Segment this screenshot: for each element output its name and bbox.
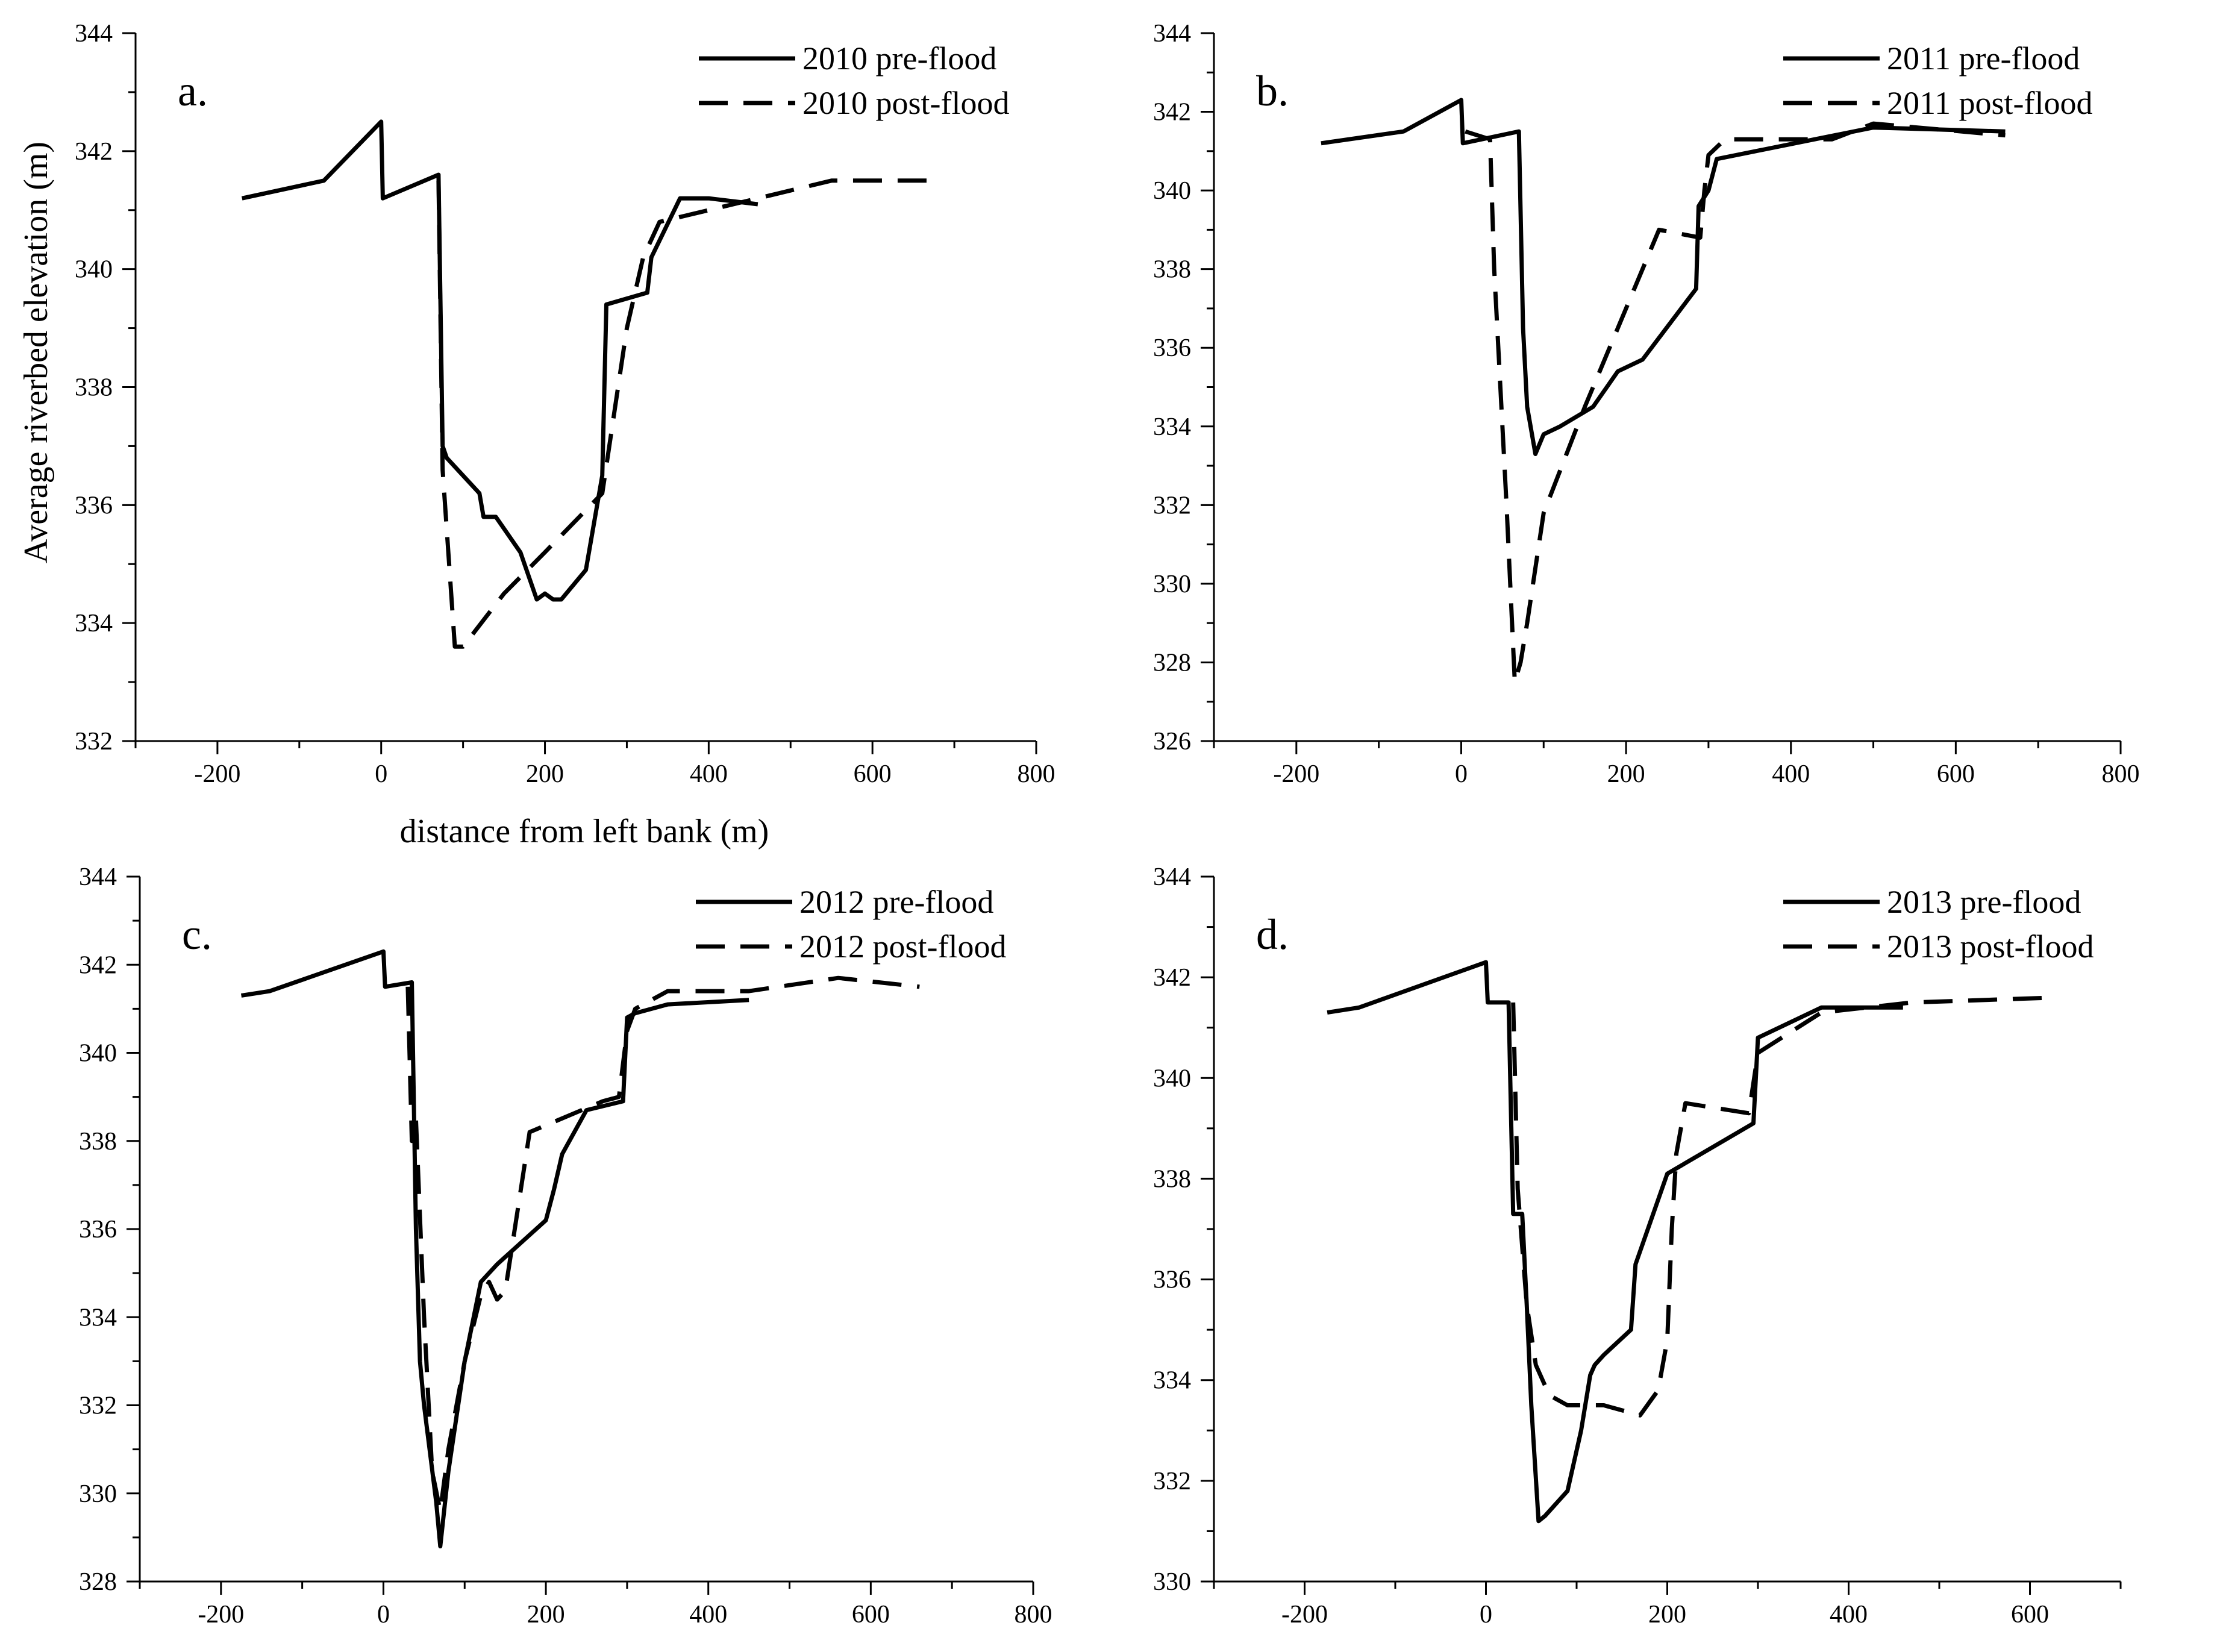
x-tick-label: 200 — [526, 760, 564, 788]
y-tick-label: 332 — [1153, 1468, 1191, 1495]
x-tick-label: 600 — [1937, 760, 1975, 788]
series-line-post-flood — [1465, 121, 2006, 684]
y-tick-label: 340 — [79, 1040, 117, 1068]
y-tick-label: 334 — [1153, 413, 1191, 441]
y-tick-label: 328 — [79, 1568, 117, 1596]
y-tick-label: 334 — [75, 610, 113, 637]
x-tick-label: 0 — [375, 760, 387, 788]
legend-entry: 2013 post-flood — [1887, 928, 2094, 965]
x-tick-label: 600 — [854, 760, 892, 788]
x-tick-label: 400 — [689, 1601, 727, 1629]
y-tick-label: 342 — [1153, 964, 1191, 992]
y-tick-label: 342 — [1153, 99, 1191, 127]
y-axis-label: Average riverbed elevation (m) — [17, 142, 55, 563]
panel-label: a. — [178, 67, 208, 115]
panel-label: b. — [1256, 67, 1289, 115]
legend-entry: 2013 pre-flood — [1887, 884, 2081, 920]
y-tick-label: 326 — [1153, 728, 1191, 756]
x-tick-label: -200 — [198, 1601, 244, 1629]
x-tick-label: 200 — [1648, 1601, 1686, 1629]
legend-entry: 2011 pre-flood — [1887, 40, 2080, 77]
legend-entry: 2010 post-flood — [802, 85, 1010, 121]
y-tick-label: 330 — [1153, 1568, 1191, 1596]
y-tick-label: 344 — [75, 20, 113, 48]
chart-panel-4: -200 0 200 400 600 330 332 334 336 338 340 342 344 d.… — [1153, 863, 2122, 1629]
x-tick-label: 400 — [690, 760, 728, 788]
y-tick-label: 344 — [1153, 863, 1191, 891]
x-axis-label: distance from left bank (m) — [400, 813, 769, 850]
x-tick-label: 200 — [1607, 760, 1645, 788]
y-tick-label: 332 — [79, 1392, 117, 1420]
x-tick-label: -200 — [1281, 1601, 1328, 1629]
legend-entry: 2012 post-flood — [799, 928, 1007, 965]
series-line-post-flood — [1511, 995, 2057, 1418]
x-tick-label: 400 — [1830, 1601, 1868, 1629]
chart-panel-3: -200 0 200 400 600 800 328 330 332 334 336 338 340 34… — [79, 863, 1052, 1629]
y-tick-label: 338 — [1153, 1165, 1191, 1193]
series-line-post-flood — [405, 975, 920, 1513]
y-tick-label: 328 — [1153, 649, 1191, 677]
x-tick-label: 600 — [2011, 1601, 2049, 1629]
series-line-pre-flood — [241, 119, 758, 602]
y-tick-label: 338 — [75, 374, 113, 402]
x-tick-label: 0 — [377, 1601, 390, 1629]
y-tick-label: 342 — [75, 138, 113, 166]
y-tick-label: 340 — [1153, 177, 1191, 205]
y-tick-label: 342 — [79, 951, 117, 979]
y-tick-label: 332 — [75, 728, 113, 756]
panel-label: d. — [1256, 910, 1289, 959]
y-tick-label: 338 — [1153, 256, 1191, 284]
y-tick-label: 344 — [1153, 20, 1191, 48]
chart-panel-1: -200 0 200 400 600 800 332 334 336 338 340 342 344 a.… — [75, 20, 1055, 788]
y-tick-label: 336 — [79, 1216, 117, 1244]
y-tick-label: 334 — [1153, 1367, 1191, 1395]
y-tick-label: 330 — [79, 1480, 117, 1508]
y-tick-label: 334 — [79, 1304, 117, 1331]
x-tick-label: 200 — [527, 1601, 565, 1629]
legend-entry: 2010 pre-flood — [802, 40, 996, 77]
series-line-pre-flood — [1327, 960, 1903, 1524]
chart-panel-2: -200 0 200 400 600 800 326 328 330 332 334 336 338 34… — [1153, 20, 2140, 788]
y-tick-label: 340 — [1153, 1065, 1191, 1092]
x-tick-label: -200 — [194, 760, 240, 788]
x-tick-label: 800 — [1015, 1601, 1052, 1629]
y-tick-label: 344 — [79, 863, 117, 891]
series-line-post-flood — [436, 178, 930, 649]
series-line-pre-flood — [240, 949, 749, 1548]
x-tick-label: 400 — [1772, 760, 1810, 788]
legend-entry: 2011 post-flood — [1887, 85, 2092, 121]
x-tick-label: 800 — [2102, 760, 2140, 788]
x-tick-label: 800 — [1018, 760, 1055, 788]
panel-label: c. — [182, 910, 212, 959]
x-tick-label: 600 — [852, 1601, 890, 1629]
y-tick-label: 340 — [75, 256, 113, 284]
y-tick-label: 336 — [75, 492, 113, 519]
x-tick-label: 0 — [1455, 760, 1468, 788]
y-tick-label: 332 — [1153, 492, 1191, 519]
y-tick-label: 330 — [1153, 571, 1191, 598]
legend-entry: 2012 pre-flood — [799, 884, 993, 920]
y-tick-label: 336 — [1153, 1266, 1191, 1294]
x-tick-label: 0 — [1480, 1601, 1492, 1629]
y-tick-label: 336 — [1153, 334, 1191, 362]
x-tick-label: -200 — [1273, 760, 1319, 788]
series-line-pre-flood — [1321, 98, 2006, 456]
y-tick-label: 338 — [79, 1128, 117, 1156]
